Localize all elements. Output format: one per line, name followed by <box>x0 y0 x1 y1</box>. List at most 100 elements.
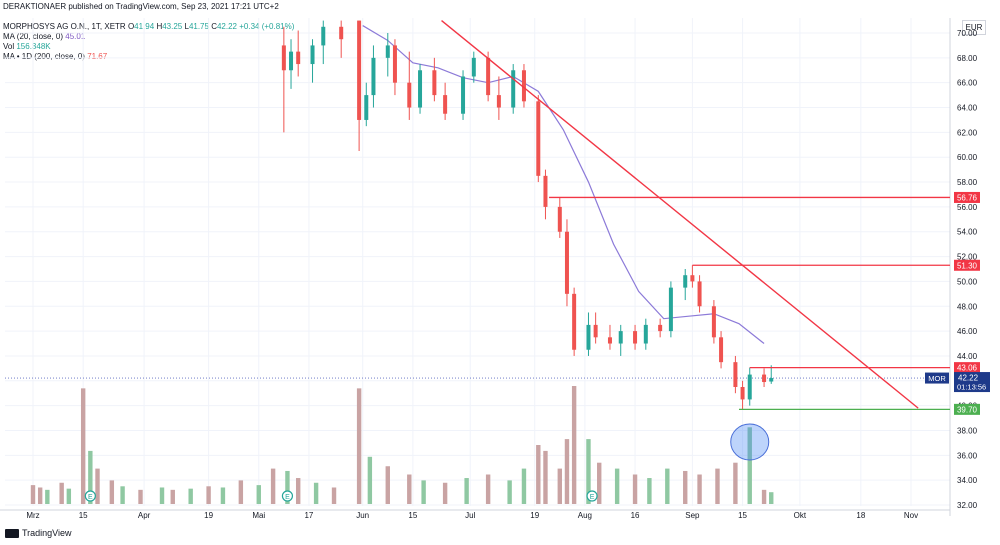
price-level-tag <box>954 362 980 374</box>
ohlc-h: H43.25 <box>156 22 183 31</box>
candle-body <box>296 51 301 65</box>
volume-bar <box>356 388 362 504</box>
volume-bar <box>367 456 373 504</box>
y-tick-label: 54.00 <box>957 228 978 237</box>
candle-body <box>658 324 663 332</box>
volume-bar <box>421 480 426 504</box>
x-tick-label: Okt <box>794 511 807 520</box>
candle-body <box>711 306 716 338</box>
candle-body <box>392 45 397 83</box>
y-tick-label: 38.00 <box>957 426 978 435</box>
volume-bar <box>485 474 491 504</box>
volume-label: Vol <box>3 42 15 51</box>
x-tick-label: Sep <box>685 511 700 520</box>
candle-body <box>697 281 702 307</box>
candle-body <box>719 337 724 363</box>
candle-body <box>769 378 774 382</box>
candle-body <box>471 57 476 77</box>
ma200-legend: MA • 1D (200, close, 0) 71.67 <box>3 52 107 62</box>
volume-bar <box>238 480 244 504</box>
volume-bar <box>747 427 752 504</box>
candle-body <box>521 70 526 102</box>
symbol-tag-label: MOR <box>928 374 946 383</box>
volume-bar <box>159 487 165 504</box>
volume-bar <box>442 482 448 504</box>
volume-bar <box>220 487 226 504</box>
candle-body <box>418 70 423 108</box>
candle-body <box>564 231 569 294</box>
candle-body <box>668 287 673 332</box>
y-tick-label: 44.00 <box>957 352 978 361</box>
currency-button[interactable]: EUR <box>962 20 986 35</box>
price-level-label: 51.30 <box>957 261 978 270</box>
volume-bar <box>285 470 290 504</box>
x-tick-label: 17 <box>304 511 313 520</box>
volume-bar <box>614 468 620 504</box>
volume-bar <box>536 445 541 504</box>
candle-body <box>432 70 437 96</box>
candle-body <box>443 95 448 114</box>
x-tick-label: 18 <box>856 511 865 520</box>
y-tick-label: 60.00 <box>957 153 978 162</box>
candle-body <box>321 26 326 46</box>
last-price-label: 42.22 <box>958 374 979 383</box>
candle-body <box>543 175 548 207</box>
volume-bar <box>571 386 577 504</box>
volume-bar <box>313 482 319 504</box>
y-tick-label: 48.00 <box>957 302 978 311</box>
price-level-label: 39.70 <box>957 405 978 414</box>
volume-bar <box>407 474 412 504</box>
volume-bar <box>521 468 527 504</box>
ma20-value: 45.01 <box>65 32 86 41</box>
volume-bar <box>270 468 276 504</box>
volume-bar <box>632 474 638 504</box>
volume-bar <box>507 480 512 504</box>
ohlc-l: L41.75 <box>184 22 209 31</box>
candle-body <box>683 275 688 288</box>
last-price-tag <box>954 372 990 393</box>
x-tick-label: Aug <box>578 511 592 520</box>
price-level-label: 56.76 <box>957 193 978 202</box>
volume-bar <box>761 489 767 504</box>
candle-body <box>281 45 286 71</box>
earnings-marker-icon <box>84 490 96 502</box>
volume-bar <box>543 450 548 504</box>
earnings-marker-icon <box>281 490 294 502</box>
y-tick-label: 36.00 <box>957 451 978 460</box>
x-tick-label: 15 <box>79 511 88 520</box>
volume-bar <box>66 488 72 504</box>
candle-body <box>618 331 623 344</box>
candle-body <box>486 57 491 96</box>
volume-bar <box>697 474 702 504</box>
y-tick-label: 46.00 <box>957 327 978 336</box>
y-tick-label: 58.00 <box>957 178 978 187</box>
y-tick-label: 34.00 <box>957 476 978 485</box>
trendline <box>441 20 919 409</box>
volume-bar <box>647 478 652 504</box>
volume-bar <box>138 489 143 504</box>
x-tick-label: Apr <box>138 511 151 520</box>
candle-body <box>371 57 376 96</box>
price-level-tag <box>954 259 980 271</box>
y-tick-label: 56.00 <box>957 203 978 212</box>
y-tick-label: 70.00 <box>957 29 978 38</box>
candle-body <box>536 101 541 176</box>
candle-body <box>762 374 767 383</box>
grid <box>5 18 950 506</box>
volume-bar <box>109 480 115 504</box>
tradingview-logo-icon <box>5 528 19 538</box>
y-tick-label: 68.00 <box>957 54 978 63</box>
volume-bar <box>59 482 64 504</box>
candle-body <box>690 275 695 282</box>
y-tick-label: 66.00 <box>957 79 978 88</box>
y-tick-label: 62.00 <box>957 128 978 137</box>
volume-bar <box>557 468 562 504</box>
volume-bar <box>564 439 570 504</box>
x-tick-label: 19 <box>530 511 539 520</box>
volume-bar <box>45 489 50 504</box>
candle-body <box>643 324 648 344</box>
candle-body <box>511 70 516 108</box>
volume-bar <box>120 486 125 504</box>
volume-bar <box>37 487 43 504</box>
